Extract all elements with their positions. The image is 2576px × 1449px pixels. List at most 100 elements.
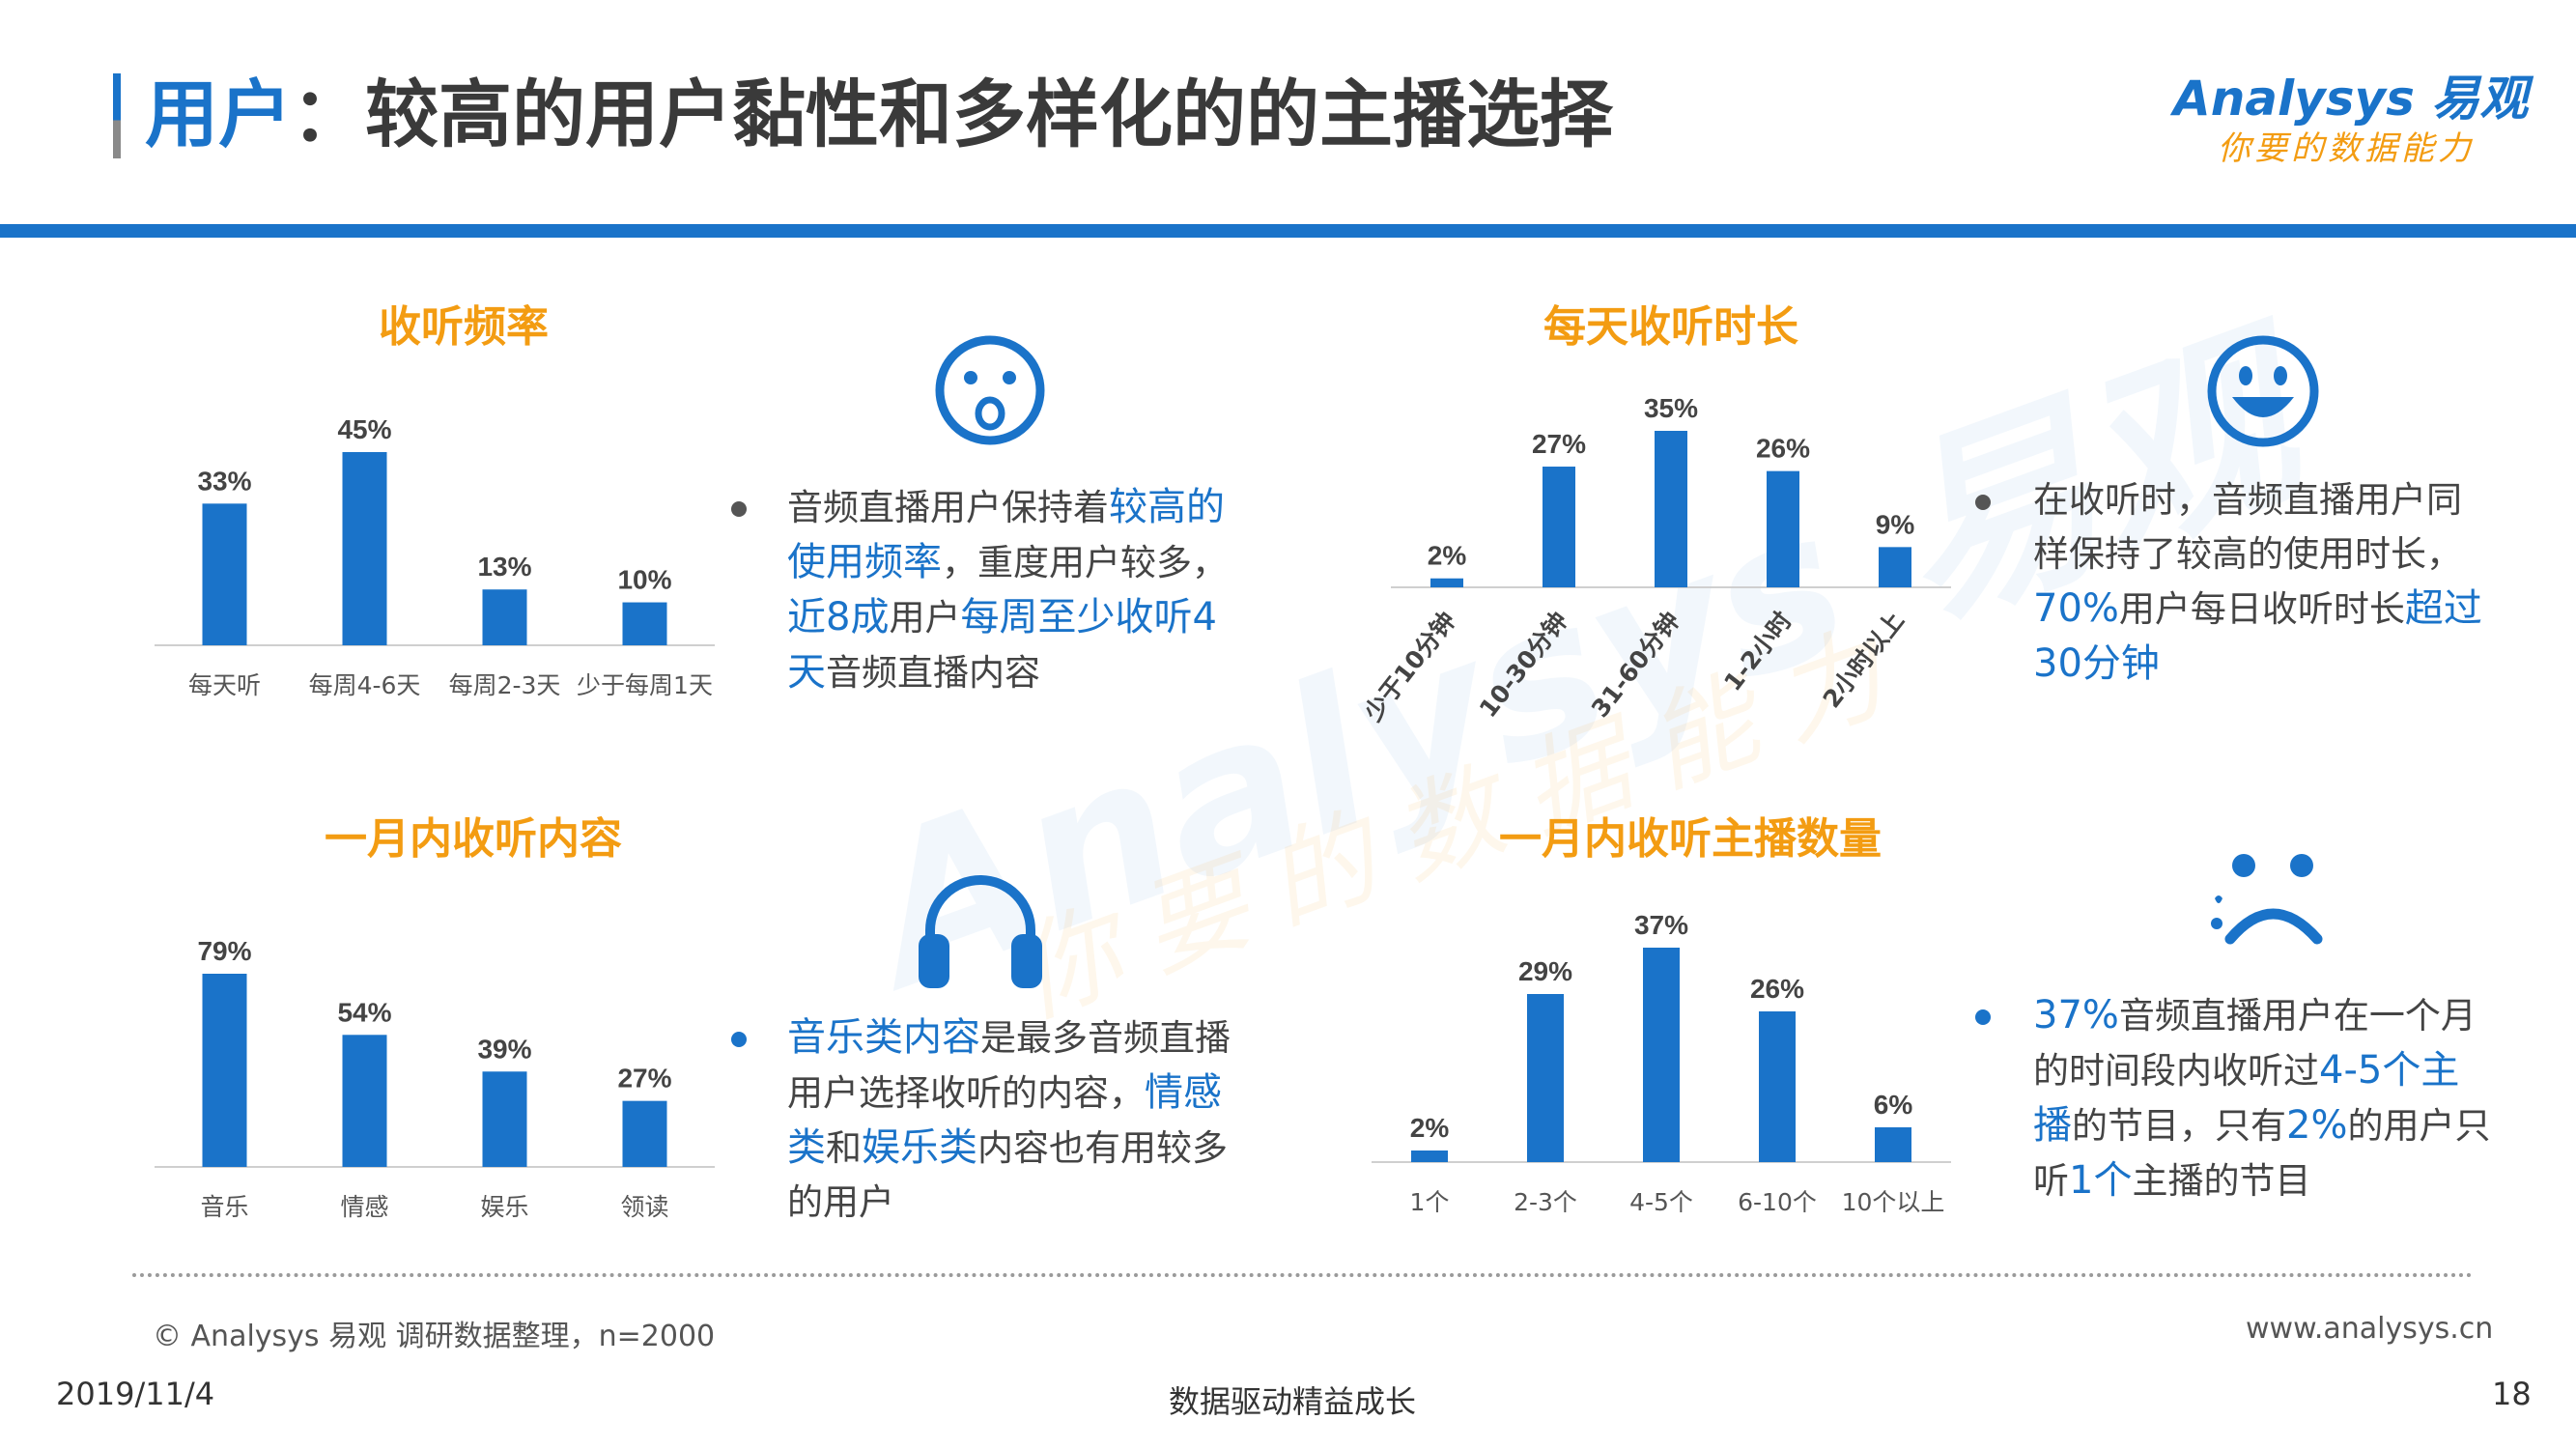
value-label: 45% — [337, 414, 391, 444]
body-text: 用户 — [889, 597, 961, 639]
bullet-duration-text: 在收听时，音频直播用户同样保持了较高的使用时长， 70%用户每日收听时长超过30分… — [2033, 473, 2497, 692]
highlight-text: 70% — [2033, 586, 2119, 631]
highlight-text: 音乐类内容 — [787, 1015, 980, 1060]
header-divider — [0, 224, 2576, 238]
value-label: 26% — [1756, 434, 1810, 464]
bullet-content-text: 音乐类内容是最多音频直播用户选择收听的内容，情感类和娱乐类内容也有用较多的用户 — [787, 1010, 1251, 1230]
bullet-dot — [1975, 495, 1991, 510]
page-title-highlight: 用户 — [145, 71, 292, 157]
page-title: 用户：较高的用户黏性和多样化的的主播选择 — [145, 62, 1613, 168]
value-label: 33% — [197, 466, 251, 496]
bar — [202, 503, 247, 645]
bar — [342, 452, 387, 645]
body-text: ，重度用户较多， — [942, 542, 1228, 583]
body-text: 主播的节目 — [2132, 1160, 2311, 1202]
bullet-dot — [731, 1032, 747, 1047]
value-label: 37% — [1634, 910, 1688, 940]
smiley-face-icon — [2207, 335, 2319, 447]
highlight-text: 情感类 — [787, 1070, 1222, 1170]
bar — [622, 602, 667, 645]
chart-content: 79% 音乐 54% 情感 39% 娱乐 27% 领读 — [155, 936, 715, 1221]
logo-tagline: 你要的数据能力 — [2218, 129, 2475, 168]
bar — [1759, 1011, 1796, 1162]
value-label: 10% — [617, 565, 671, 595]
value-label: 79% — [197, 936, 251, 966]
highlight-text: 超过30分钟 — [2033, 586, 2482, 686]
highlight-text: 近8成 — [787, 595, 890, 639]
bar — [1430, 578, 1463, 587]
category-label: 娱乐 — [480, 1193, 528, 1221]
bar — [1411, 1151, 1448, 1162]
bar — [622, 1100, 667, 1167]
body-text: 内容也有用较多的用户 — [787, 1127, 1228, 1223]
page-title-rest: ：较高的用户黏性和多样化的的主播选择 — [292, 71, 1613, 157]
body-text: 是最多音频直播用户选择收听的内容， — [787, 1017, 1231, 1114]
category-label: 少于每周1天 — [577, 671, 713, 699]
body-text: 在收听时，音频直播用户同样保持了较高的使用时长， — [2033, 479, 2462, 575]
chart-title-frequency: 收听频率 — [379, 302, 549, 352]
chart-title-anchor-count: 一月内收听主播数量 — [1499, 814, 1882, 864]
category-label: 4-5个 — [1629, 1188, 1693, 1216]
bar — [342, 1035, 387, 1167]
body-text: 音频直播用户在一个月的时间段内收听过 — [2033, 995, 2477, 1092]
chart-title-content: 一月内收听内容 — [325, 814, 622, 864]
category-label: 领读 — [620, 1193, 668, 1221]
value-label: 9% — [1876, 509, 1915, 539]
bar — [1643, 948, 1680, 1162]
value-label: 29% — [1518, 956, 1572, 986]
value-label: 54% — [337, 997, 391, 1027]
value-label: 27% — [617, 1064, 671, 1094]
category-label: 1-2小时 — [1718, 607, 1797, 696]
category-label: 情感 — [340, 1193, 388, 1221]
bar — [1767, 470, 1799, 587]
highlight-text: 每周至少收听4天 — [787, 595, 1217, 695]
body-text: 用户每日收听时长 — [2118, 588, 2405, 630]
category-label: 1个 — [1410, 1188, 1450, 1216]
category-label: 每周2-3天 — [449, 671, 561, 699]
sad-face-icon — [2211, 854, 2323, 945]
bar — [482, 1071, 527, 1167]
chart-frequency: 33% 每天听 45% 每周4-6天 13% 每周2-3天 10% 少于每周1天 — [155, 414, 715, 699]
value-label: 6% — [1874, 1090, 1913, 1120]
footer-divider — [132, 1273, 2474, 1277]
highlight-text: 2% — [2286, 1103, 2348, 1148]
category-label: 6-10个 — [1738, 1188, 1817, 1216]
value-label: 26% — [1750, 974, 1804, 1004]
bullet-anchor-text: 37%音频直播用户在一个月的时间段内收听过4-5个主播的节目，只有2%的用户只听… — [2033, 988, 2497, 1208]
bar — [1543, 467, 1575, 587]
value-label: 13% — [477, 552, 531, 582]
bullet-dot — [731, 501, 747, 517]
category-label: 2-3个 — [1514, 1188, 1577, 1216]
highlight-text: 1个 — [2069, 1158, 2133, 1203]
bar — [1527, 994, 1564, 1162]
category-label: 2小时以上 — [1818, 607, 1910, 713]
highlight-text: 较高的使用频率 — [787, 485, 1225, 584]
bullet-dot — [1975, 1009, 1991, 1025]
category-label: 每天听 — [188, 671, 261, 699]
category-label: 音乐 — [200, 1193, 248, 1221]
title-accent-bar — [113, 73, 121, 158]
bar — [202, 974, 247, 1167]
chart-anchor-count: 2% 1个 29% 2-3个 37% 4-5个 26% 6-10个 6% 10个以上 — [1372, 910, 1951, 1216]
website-link[interactable]: www.analysys.cn — [2246, 1312, 2494, 1346]
body-text: 音频直播内容 — [826, 652, 1040, 694]
body-text: 的节目，只有 — [2072, 1105, 2286, 1147]
analysys-logo: Analysys 易观 — [2173, 71, 2529, 127]
bar — [1875, 1127, 1911, 1162]
value-label: 2% — [1428, 541, 1467, 571]
body-text: 和 — [826, 1127, 862, 1169]
footer-slogan: 数据驱动精益成长 — [1169, 1383, 1417, 1420]
page-number: 18 — [2492, 1376, 2532, 1412]
category-label: 10-30分钟 — [1474, 607, 1573, 723]
bar — [1879, 547, 1911, 587]
bullet-frequency-text: 音频直播用户保持着较高的使用频率，重度用户较多， 近8成用户每周至少收听4天音频直… — [787, 480, 1251, 700]
data-source: © Analysys 易观 调研数据整理，n=2000 — [153, 1320, 716, 1353]
value-label: 27% — [1532, 429, 1586, 459]
body-text: 音频直播用户保持着 — [787, 487, 1109, 528]
footer-date: 2019/11/4 — [56, 1376, 215, 1412]
category-label: 10个以上 — [1842, 1188, 1945, 1216]
category-label: 每周4-6天 — [309, 671, 421, 699]
surprised-face-icon — [935, 335, 1045, 445]
value-label: 39% — [477, 1034, 531, 1064]
value-label: 2% — [1410, 1113, 1450, 1143]
